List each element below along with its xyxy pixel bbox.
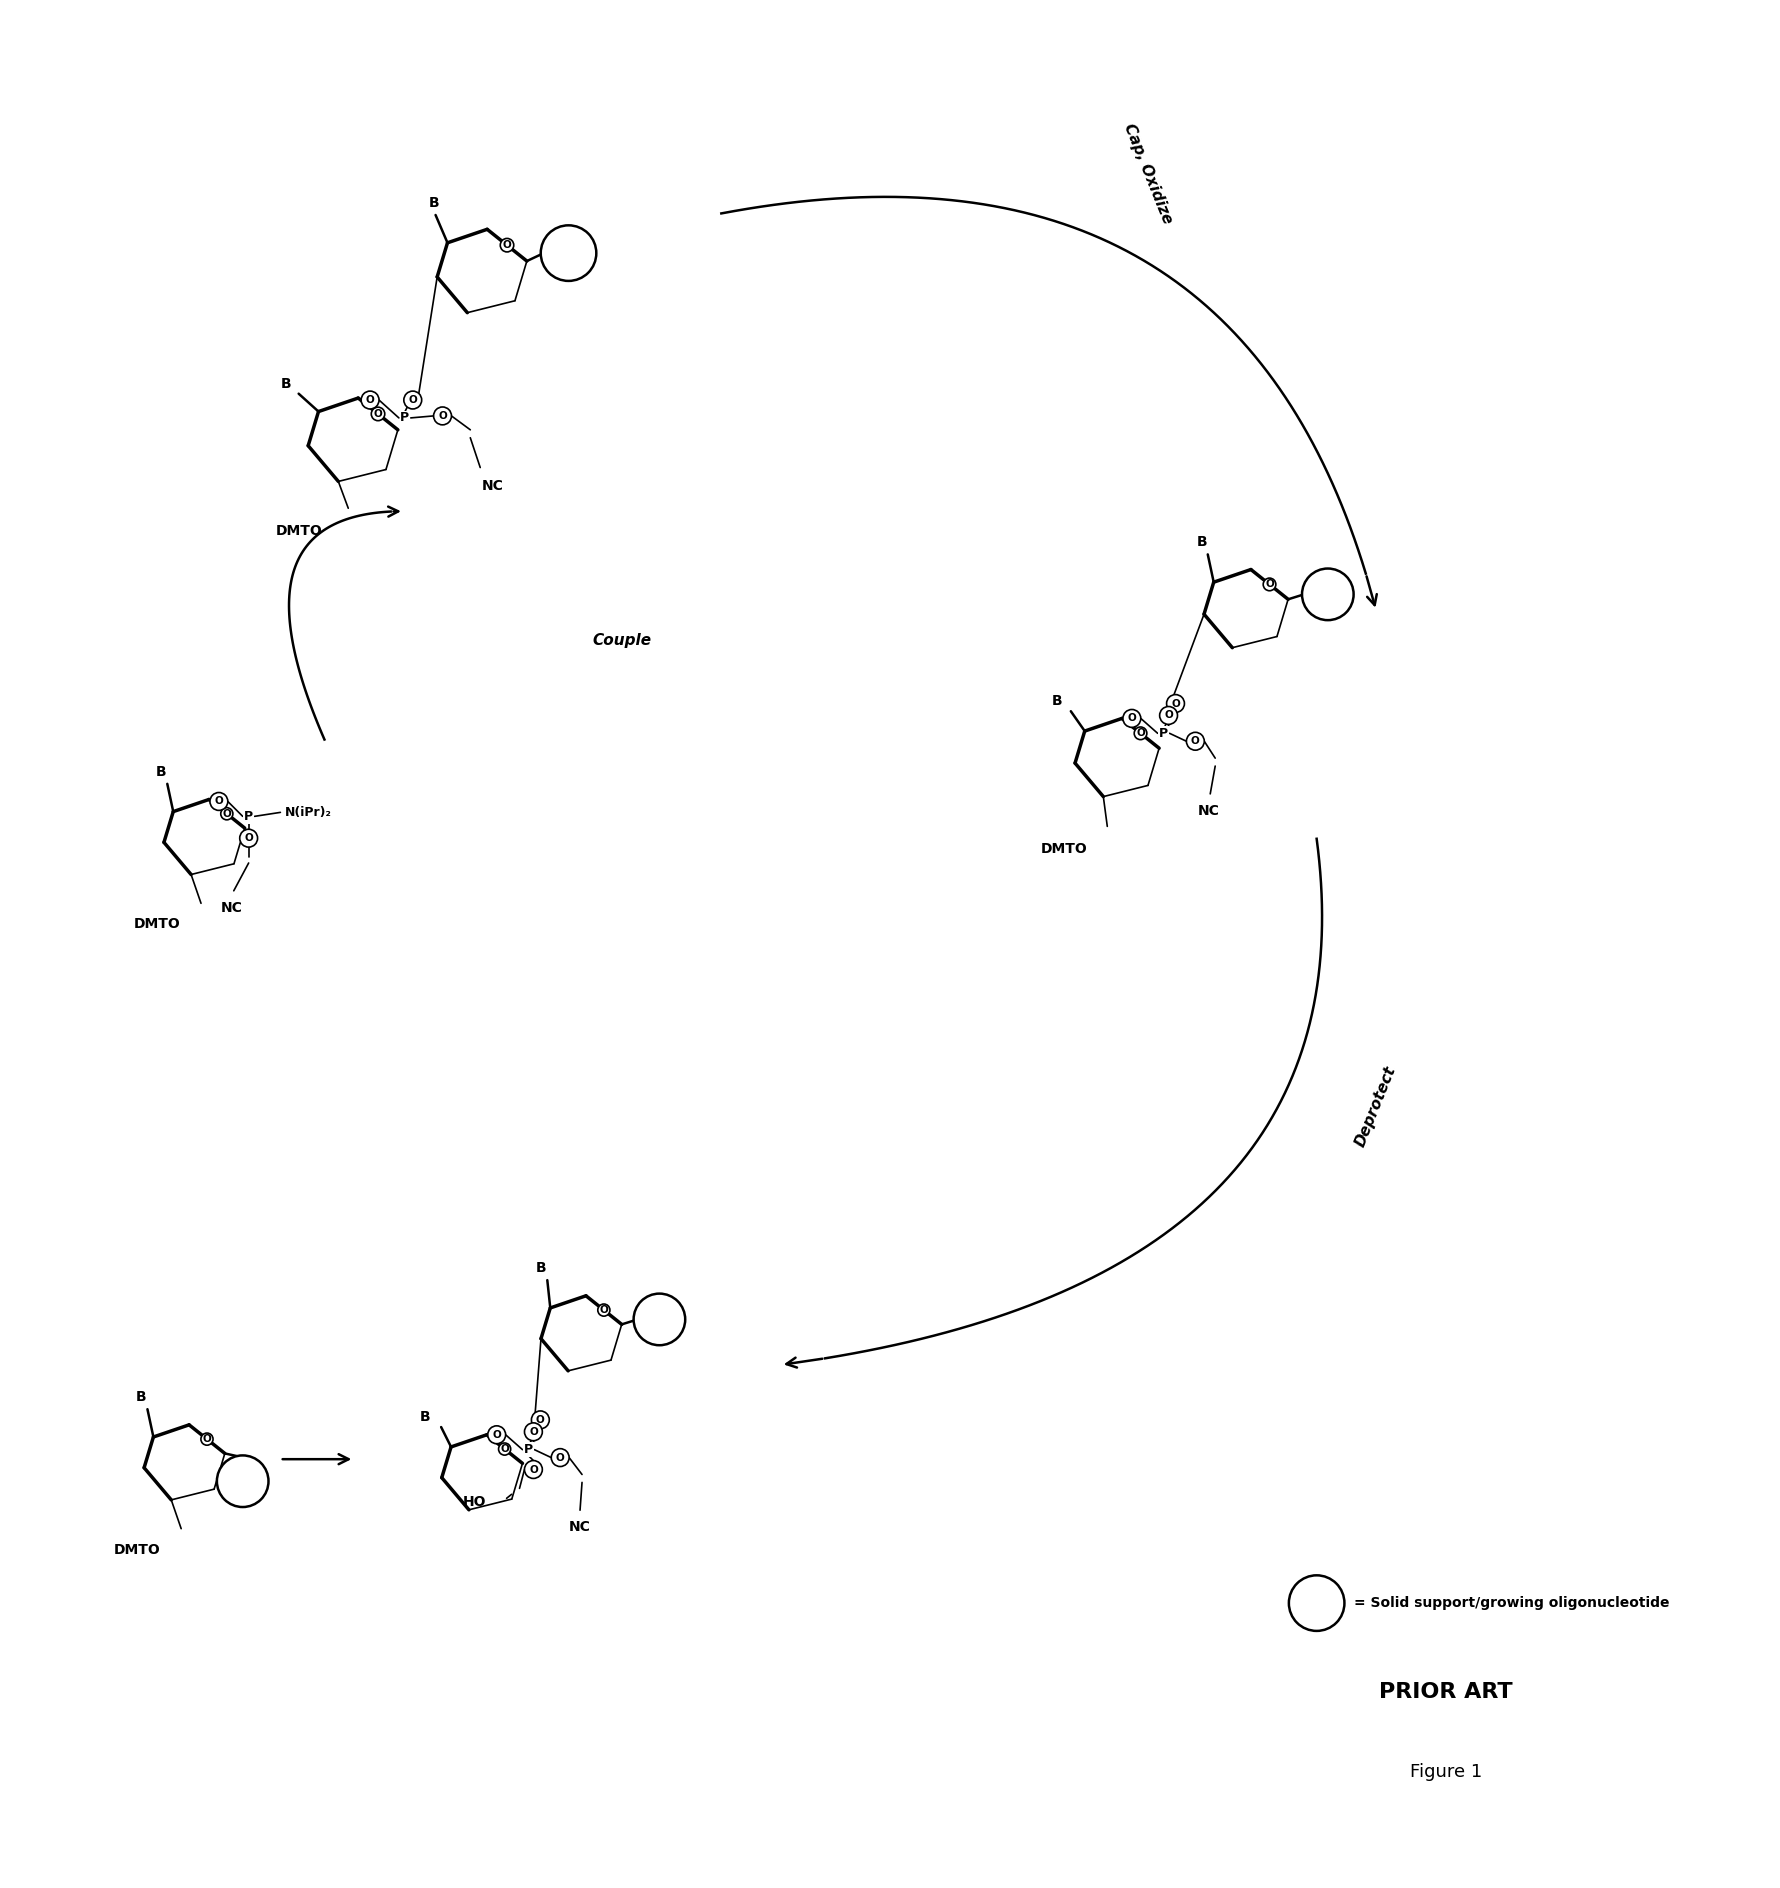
Circle shape (1301, 568, 1353, 619)
Circle shape (370, 408, 384, 421)
Text: O: O (1164, 710, 1173, 721)
Circle shape (500, 238, 513, 251)
Circle shape (541, 225, 596, 281)
Text: HO: HO (463, 1495, 486, 1509)
Text: O: O (1171, 699, 1178, 708)
Text: O: O (555, 1452, 564, 1463)
Circle shape (1185, 733, 1203, 750)
Circle shape (530, 1410, 548, 1429)
Text: O: O (365, 395, 374, 406)
Text: O: O (1264, 580, 1273, 589)
Text: B: B (420, 1410, 431, 1424)
Circle shape (404, 391, 422, 410)
Text: NC: NC (221, 901, 242, 914)
Text: O: O (529, 1427, 538, 1437)
Circle shape (1123, 710, 1141, 727)
Text: DMTO: DMTO (134, 918, 180, 931)
Text: O: O (203, 1435, 212, 1444)
Circle shape (433, 408, 450, 425)
Text: B: B (135, 1390, 146, 1405)
Text: DMTO: DMTO (114, 1542, 160, 1556)
Text: O: O (536, 1414, 545, 1425)
Text: N(iPr)₂: N(iPr)₂ (285, 806, 333, 819)
Text: O: O (502, 240, 511, 251)
Circle shape (498, 1442, 511, 1456)
Circle shape (1134, 727, 1146, 740)
Text: O: O (222, 808, 231, 819)
Circle shape (361, 391, 379, 410)
Circle shape (598, 1305, 609, 1316)
Circle shape (1159, 706, 1177, 725)
Circle shape (217, 1456, 269, 1507)
Text: NC: NC (570, 1520, 591, 1535)
Text: P: P (400, 412, 409, 425)
Text: O: O (408, 395, 417, 406)
Text: Cap, Oxidize: Cap, Oxidize (1120, 121, 1175, 227)
Text: O: O (529, 1465, 538, 1475)
Text: DMTO: DMTO (276, 525, 322, 538)
Circle shape (552, 1448, 570, 1467)
Text: Figure 1: Figure 1 (1408, 1763, 1481, 1780)
Text: P: P (523, 1442, 532, 1456)
Text: O: O (438, 412, 447, 421)
Text: O: O (214, 797, 222, 806)
Text: B: B (157, 765, 167, 780)
Circle shape (201, 1433, 214, 1444)
Text: B: B (1196, 536, 1207, 549)
Text: O: O (1127, 714, 1136, 723)
Circle shape (210, 793, 228, 810)
Text: O: O (374, 410, 383, 419)
Text: B: B (1050, 695, 1061, 708)
Circle shape (488, 1425, 506, 1444)
Circle shape (1262, 578, 1274, 591)
Circle shape (523, 1424, 543, 1441)
Text: O: O (500, 1444, 509, 1454)
Text: = Solid support/growing oligonucleotide: = Solid support/growing oligonucleotide (1353, 1595, 1670, 1610)
Text: P: P (1159, 727, 1168, 740)
Text: O: O (1136, 729, 1145, 738)
Text: P: P (244, 810, 253, 823)
Circle shape (1166, 695, 1184, 712)
Text: DMTO: DMTO (1040, 842, 1086, 857)
Text: B: B (427, 196, 438, 210)
Circle shape (523, 1461, 543, 1478)
Text: O: O (1191, 736, 1200, 746)
Circle shape (221, 808, 233, 819)
Circle shape (240, 829, 258, 848)
Text: B: B (279, 378, 290, 391)
Text: O: O (244, 833, 253, 844)
Circle shape (1289, 1575, 1344, 1631)
Text: Couple: Couple (593, 632, 651, 648)
Text: NC: NC (482, 480, 504, 493)
Text: Deprotect: Deprotect (1353, 1065, 1399, 1150)
Text: NC: NC (1196, 804, 1219, 818)
Circle shape (634, 1293, 685, 1346)
Text: B: B (536, 1261, 546, 1274)
Text: PRIOR ART: PRIOR ART (1378, 1682, 1511, 1703)
Text: O: O (600, 1305, 609, 1316)
Text: O: O (491, 1429, 500, 1441)
